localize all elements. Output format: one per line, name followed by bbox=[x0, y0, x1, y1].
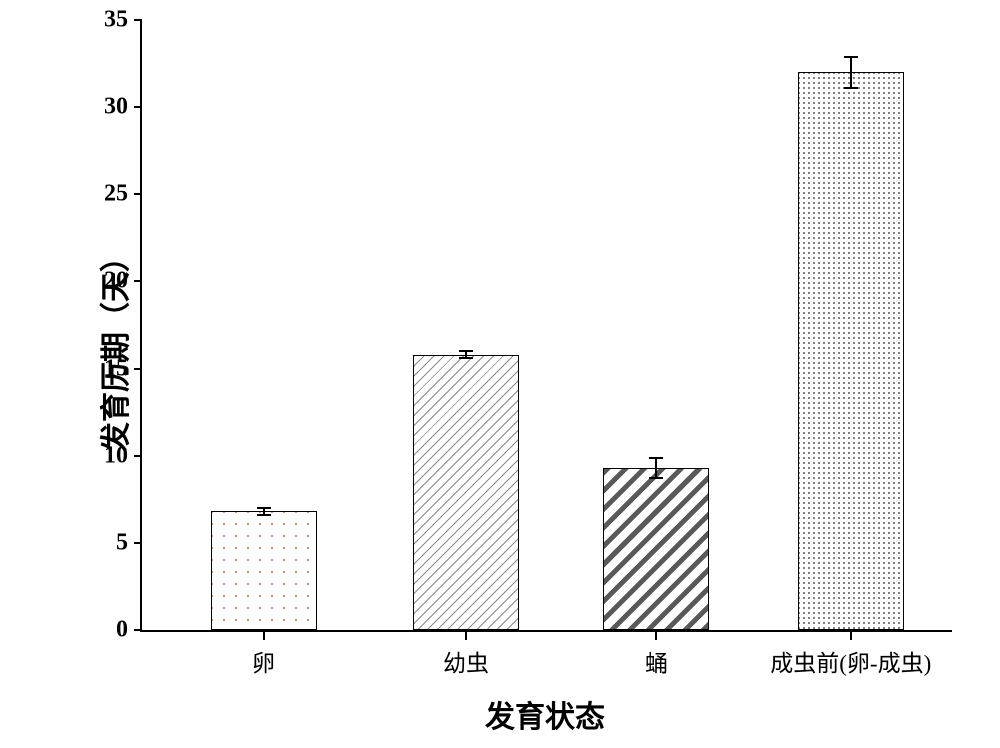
error-cap bbox=[649, 457, 663, 459]
x-axis-title: 发育状态 bbox=[485, 692, 605, 736]
error-cap bbox=[459, 350, 473, 352]
bar bbox=[603, 468, 709, 630]
error-cap bbox=[844, 56, 858, 58]
y-axis-title: 发育历期（天） bbox=[91, 242, 135, 452]
error-cap bbox=[257, 514, 271, 516]
bar-chart: 05101520253035卵幼虫蛹成虫前(卵-成虫) 发育历期（天） 发育状态 bbox=[0, 0, 1000, 748]
y-tick-label: 25 bbox=[104, 181, 142, 208]
error-cap bbox=[649, 477, 663, 479]
y-tick-label: 30 bbox=[104, 94, 142, 121]
error-cap bbox=[844, 87, 858, 89]
bar bbox=[211, 511, 317, 630]
error-bar bbox=[850, 57, 852, 88]
y-tick-label: 35 bbox=[104, 7, 142, 34]
bar bbox=[413, 355, 519, 630]
error-cap bbox=[459, 357, 473, 359]
error-bar bbox=[655, 458, 657, 477]
bar bbox=[798, 72, 904, 630]
x-tick-label: 幼虫 bbox=[443, 630, 489, 678]
x-tick-label: 卵 bbox=[252, 630, 275, 678]
y-tick-label: 5 bbox=[116, 529, 142, 556]
y-tick-label: 0 bbox=[116, 617, 142, 644]
error-cap bbox=[257, 507, 271, 509]
plot-area: 05101520253035卵幼虫蛹成虫前(卵-成虫) bbox=[140, 20, 952, 632]
x-tick-label: 蛹 bbox=[645, 630, 668, 678]
x-tick-label: 成虫前(卵-成虫) bbox=[770, 630, 931, 678]
